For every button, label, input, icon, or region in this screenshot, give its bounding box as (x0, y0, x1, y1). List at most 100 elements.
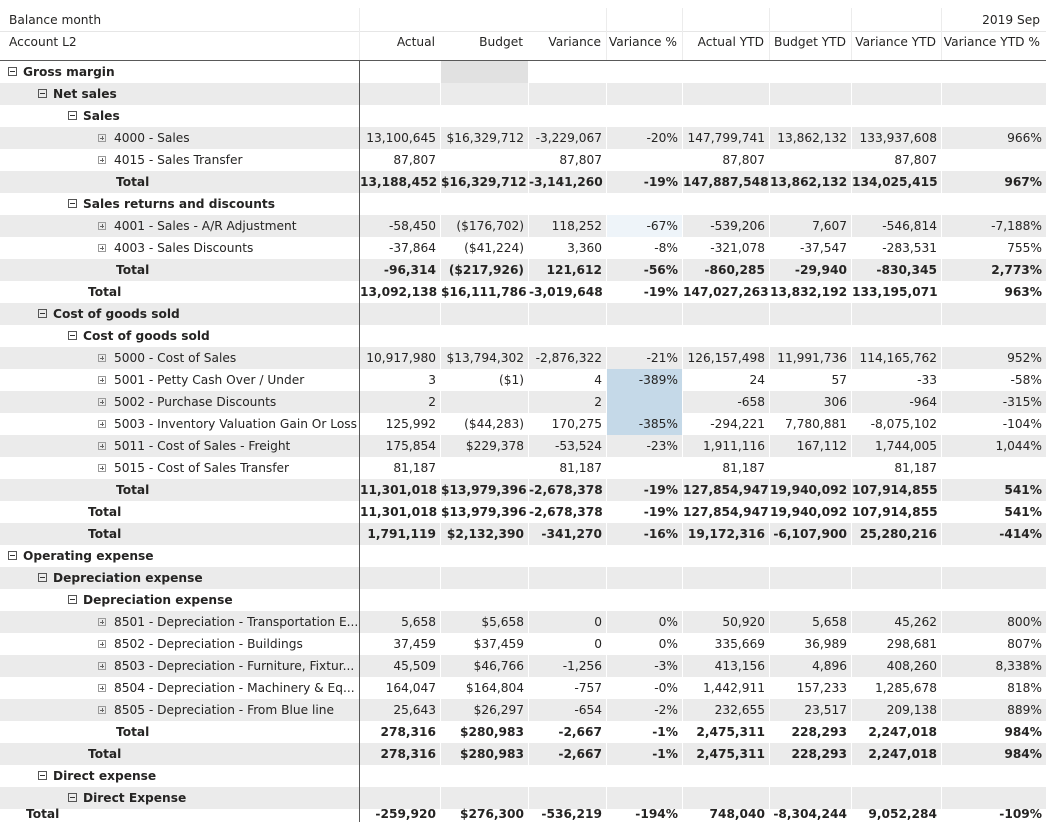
collapse-minus-icon[interactable] (8, 67, 17, 76)
cell-actual-ytd[interactable]: -658 (683, 391, 769, 413)
cell-budget[interactable]: $16,329,712 (441, 171, 528, 193)
expand-plus-icon[interactable] (98, 661, 106, 670)
cell-variance-ytd-pct[interactable]: 755% (1007, 241, 1042, 255)
cell-budget[interactable]: $46,766 (441, 655, 528, 677)
cell-variance-ytd[interactable]: 114,165,762 (852, 347, 941, 369)
cell-variance[interactable]: -3,019,648 (529, 285, 603, 299)
cell-variance-ytd-pct[interactable]: 966% (942, 127, 1046, 149)
cell-variance-ytd[interactable]: 1,285,678 (874, 681, 937, 695)
cell-actual-ytd[interactable]: -321,078 (710, 241, 765, 255)
cell-variance-ytd-pct[interactable] (942, 765, 1046, 787)
cell-budget[interactable]: $280,983 (460, 725, 524, 739)
cell-actual-ytd[interactable]: 147,887,548 (683, 171, 769, 193)
cell-actual[interactable] (360, 787, 440, 809)
cell-variance-ytd-pct[interactable]: 984% (942, 743, 1046, 765)
expand-plus-icon[interactable] (98, 133, 106, 142)
cell-budget-ytd[interactable]: 19,940,092 (770, 505, 848, 519)
cell-variance-ytd[interactable] (852, 787, 941, 809)
cell-variance-ytd[interactable] (852, 545, 941, 567)
cell-variance-ytd[interactable]: -830,345 (852, 259, 941, 281)
cell-variance-ytd-pct[interactable] (942, 193, 1046, 215)
grand-total-budget[interactable]: $276,300 (460, 807, 524, 821)
cell-variance-pct[interactable]: -67% (607, 215, 682, 237)
cell-actual-ytd[interactable]: 147,799,741 (683, 127, 769, 149)
collapse-minus-icon[interactable] (68, 595, 77, 604)
cell-variance-ytd-pct[interactable]: 800% (942, 611, 1046, 633)
cell-variance-pct[interactable]: -23% (607, 435, 682, 457)
cell-variance-ytd-pct[interactable] (942, 303, 1046, 325)
cell-variance[interactable] (529, 193, 606, 215)
cell-actual-ytd[interactable]: 147,027,263 (683, 285, 769, 299)
cell-variance-ytd[interactable] (852, 765, 941, 787)
cell-budget[interactable]: $229,378 (441, 435, 528, 457)
grand-total-variance[interactable]: -536,219 (541, 807, 602, 821)
cell-variance-ytd[interactable]: 209,138 (852, 699, 941, 721)
cell-variance-ytd-pct[interactable]: 1,044% (942, 435, 1046, 457)
cell-actual-ytd[interactable] (683, 325, 769, 347)
cell-budget-ytd[interactable]: 36,989 (804, 637, 847, 651)
cell-budget-ytd[interactable]: 7,780,881 (784, 417, 847, 431)
cell-budget-ytd[interactable]: 4,896 (770, 655, 851, 677)
cell-budget-ytd[interactable]: 23,517 (770, 699, 851, 721)
cell-variance-ytd[interactable] (852, 105, 941, 127)
cell-variance-ytd[interactable] (852, 83, 941, 105)
cell-actual[interactable] (360, 61, 440, 83)
cell-actual-ytd[interactable]: 127,854,947 (683, 505, 769, 519)
cell-variance-pct[interactable] (607, 325, 682, 347)
cell-budget[interactable] (441, 149, 528, 171)
grand-total-variance-ytd[interactable]: 9,052,284 (868, 807, 937, 821)
cell-variance-ytd-pct[interactable] (942, 105, 1046, 127)
cell-budget[interactable] (441, 325, 528, 347)
cell-variance-ytd-pct[interactable]: 2,773% (942, 259, 1046, 281)
col-header-variance-ytd[interactable]: Variance YTD (855, 35, 936, 49)
cell-variance-pct[interactable] (607, 193, 682, 215)
expand-plus-icon[interactable] (98, 705, 106, 714)
cell-budget-ytd[interactable] (770, 149, 851, 171)
cell-variance-ytd[interactable]: 133,937,608 (852, 127, 941, 149)
cell-budget[interactable]: $16,329,712 (441, 127, 528, 149)
cell-variance-ytd[interactable]: 81,187 (894, 461, 937, 475)
cell-variance-pct[interactable] (607, 589, 682, 611)
expand-plus-icon[interactable] (98, 683, 106, 692)
col-header-variance-pct[interactable]: Variance % (608, 35, 677, 49)
cell-variance[interactable]: -2,678,378 (529, 505, 603, 519)
cell-variance-ytd-pct[interactable] (942, 589, 1046, 611)
cell-budget[interactable] (441, 457, 528, 479)
cell-budget[interactable]: $13,979,396 (441, 505, 527, 519)
cell-variance[interactable] (529, 325, 606, 347)
cell-budget[interactable] (441, 589, 528, 611)
cell-variance-ytd-pct[interactable] (942, 61, 1046, 83)
expand-plus-icon[interactable] (98, 441, 106, 450)
cell-budget-ytd[interactable] (770, 765, 851, 787)
cell-actual[interactable]: 164,047 (385, 681, 436, 695)
cell-budget[interactable]: ($217,926) (441, 259, 528, 281)
cell-variance-pct[interactable] (607, 765, 682, 787)
cell-variance-ytd[interactable]: 1,744,005 (852, 435, 941, 457)
cell-variance[interactable]: -53,524 (529, 435, 606, 457)
cell-budget-ytd[interactable]: 13,862,132 (770, 171, 851, 193)
cell-budget-ytd[interactable] (770, 457, 851, 479)
col-header-budget-ytd[interactable]: Budget YTD (774, 35, 846, 49)
cell-actual[interactable] (360, 545, 440, 567)
cell-actual-ytd[interactable]: -294,221 (710, 417, 765, 431)
cell-variance-ytd-pct[interactable]: 963% (1004, 285, 1042, 299)
cell-variance-ytd-pct[interactable]: 807% (1007, 637, 1042, 651)
cell-variance-pct[interactable]: -8% (654, 241, 678, 255)
cell-actual-ytd[interactable]: 1,911,116 (683, 435, 769, 457)
cell-budget[interactable] (441, 83, 528, 105)
col-header-actual[interactable]: Actual (396, 35, 435, 49)
cell-budget[interactable] (441, 391, 528, 413)
cell-actual[interactable]: 25,643 (360, 699, 440, 721)
cell-variance-ytd-pct[interactable]: -315% (942, 391, 1046, 413)
cell-variance[interactable]: 118,252 (529, 215, 606, 237)
cell-actual[interactable] (360, 105, 440, 127)
cell-actual-ytd[interactable]: 24 (749, 373, 765, 387)
cell-variance-pct[interactable]: -1% (607, 743, 682, 765)
cell-variance-ytd-pct[interactable] (942, 545, 1046, 567)
cell-variance-ytd[interactable]: 107,914,855 (852, 505, 938, 519)
cell-actual[interactable]: 87,807 (393, 153, 436, 167)
cell-actual-ytd[interactable] (683, 303, 769, 325)
cell-actual-ytd[interactable] (683, 765, 769, 787)
cell-variance-pct[interactable]: -1% (652, 725, 678, 739)
cell-variance-pct[interactable]: -19% (643, 505, 678, 519)
